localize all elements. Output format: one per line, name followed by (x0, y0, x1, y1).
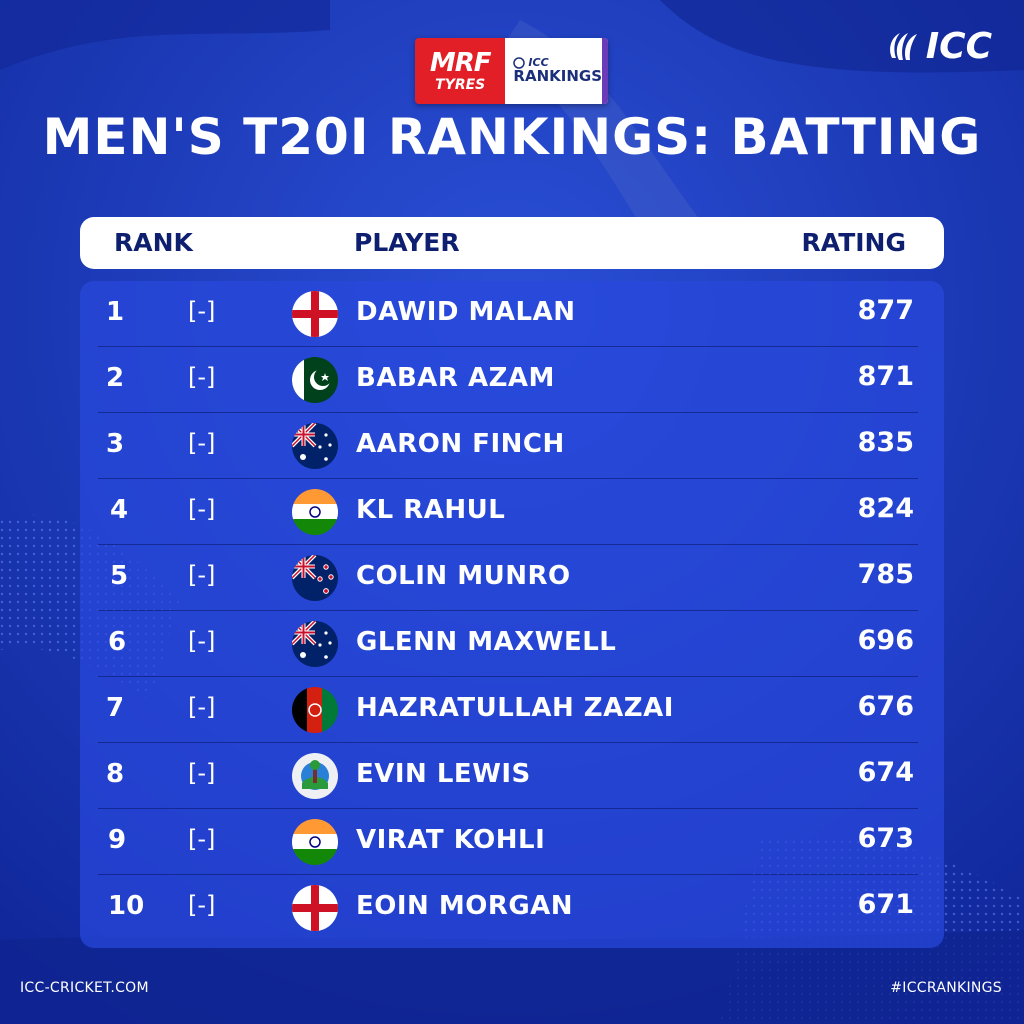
row-movement: [-] (188, 759, 216, 787)
sponsor-logo: MRF TYRES ICC RANKINGS (415, 38, 608, 104)
header-rating: RATING (801, 228, 906, 257)
row-rating: 871 (857, 361, 914, 392)
table-row: 4 [-] KL RAHUL 824 (80, 479, 944, 545)
england-flag-icon (292, 885, 338, 931)
england-flag-icon (292, 291, 338, 337)
row-rank: 9 (108, 825, 127, 855)
row-rating: 676 (857, 691, 914, 722)
table-row: 7 [-] HAZRATULLAH ZAZAI 676 (80, 677, 944, 743)
row-player-name: VIRAT KOHLI (356, 825, 546, 855)
mrf-brand-sub: TYRES (435, 77, 486, 93)
row-rank: 10 (108, 891, 145, 921)
row-rank: 8 (106, 759, 125, 789)
table-row: 6 [-] GLENN MAXWELL 696 (80, 611, 944, 677)
row-rating: 673 (857, 823, 914, 854)
row-player-name: BABAR AZAM (356, 363, 555, 393)
page-title: MEN'S T20I RANKINGS: BATTING (42, 108, 982, 166)
icc-ball-icon (889, 32, 917, 60)
row-movement: [-] (188, 627, 216, 655)
footer-website: ICC-CRICKET.COM (20, 980, 149, 996)
west-indies-flag-icon (292, 753, 338, 799)
row-divider (98, 544, 918, 545)
row-rating: 824 (857, 493, 914, 524)
row-rating: 674 (857, 757, 914, 788)
icc-logo-text: ICC (925, 26, 992, 67)
footer-hashtag: #ICCRANKINGS (890, 980, 1002, 996)
table-header: RANK PLAYER RATING (80, 217, 944, 269)
row-divider (98, 742, 918, 743)
row-movement: [-] (188, 297, 216, 325)
pakistan-flag-icon (292, 357, 338, 403)
row-rank: 1 (106, 297, 125, 327)
row-player-name: DAWID MALAN (356, 297, 576, 327)
row-rating: 671 (857, 889, 914, 920)
row-divider (98, 874, 918, 875)
row-player-name: KL RAHUL (356, 495, 506, 525)
new-zealand-flag-icon (292, 555, 338, 601)
row-player-name: HAZRATULLAH ZAZAI (356, 693, 674, 723)
row-rating: 835 (857, 427, 914, 458)
row-rank: 5 (110, 561, 129, 591)
table-row: 1 [-] DAWID MALAN 877 (80, 281, 944, 347)
row-rank: 2 (106, 363, 125, 393)
row-divider (98, 676, 918, 677)
row-movement: [-] (188, 363, 216, 391)
india-flag-icon (292, 489, 338, 535)
row-divider (98, 610, 918, 611)
table-row: 10 [-] EOIN MORGAN 671 (80, 875, 944, 941)
afghanistan-flag-icon (292, 687, 338, 733)
row-rank: 4 (110, 495, 129, 525)
row-player-name: EOIN MORGAN (356, 891, 574, 921)
row-movement: [-] (188, 561, 216, 589)
mrf-brand-text: MRF (429, 48, 492, 78)
australia-flag-icon (292, 621, 338, 667)
header-rank: RANK (114, 228, 193, 257)
row-rating: 785 (857, 559, 914, 590)
row-rating: 877 (857, 295, 914, 326)
mrf-tyres-logo: MRF TYRES (415, 38, 506, 104)
header-player: PLAYER (354, 228, 460, 257)
table-row: 8 [-] EVIN LEWIS 674 (80, 743, 944, 809)
row-divider (98, 346, 918, 347)
row-divider (98, 808, 918, 809)
row-player-name: GLENN MAXWELL (356, 627, 617, 657)
row-divider (98, 412, 918, 413)
row-player-name: EVIN LEWIS (356, 759, 531, 789)
row-movement: [-] (188, 693, 216, 721)
cricket-icon (513, 57, 526, 69)
row-movement: [-] (188, 495, 216, 523)
row-movement: [-] (188, 825, 216, 853)
row-divider (98, 478, 918, 479)
icc-logo: ICC (884, 26, 992, 67)
table-row: 2 [-] BABAR AZAM 871 (80, 347, 944, 413)
table-row: 5 [-] COLIN MUNRO 785 (80, 545, 944, 611)
row-rank: 6 (108, 627, 127, 657)
row-movement: [-] (188, 429, 216, 457)
table-row: 3 [-] AARON FINCH 835 (80, 413, 944, 479)
row-player-name: AARON FINCH (356, 429, 565, 459)
australia-flag-icon (292, 423, 338, 469)
row-player-name: COLIN MUNRO (356, 561, 571, 591)
row-movement: [-] (188, 891, 216, 919)
icc-rankings-logo: ICC RANKINGS (505, 38, 608, 104)
rankings-text: RANKINGS (513, 67, 602, 86)
icc-small-text: ICC (528, 56, 549, 70)
row-rank: 7 (106, 693, 125, 723)
table-row: 9 [-] VIRAT KOHLI 673 (80, 809, 944, 875)
row-rank: 3 (106, 429, 125, 459)
india-flag-icon (292, 819, 338, 865)
row-rating: 696 (857, 625, 914, 656)
rankings-table: 1 [-] DAWID MALAN 877 2 [-] BABAR AZAM 8… (80, 281, 944, 948)
